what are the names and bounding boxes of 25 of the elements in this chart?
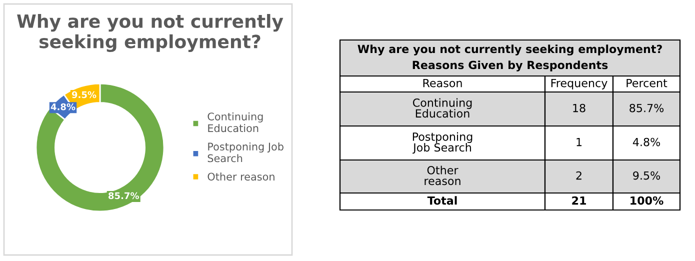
data-label: 9.5%: [72, 91, 96, 98]
category-label: Postponing Job Search: [412, 132, 472, 154]
data-label: 4.8%: [50, 103, 76, 110]
text: Reason: [423, 78, 462, 88]
data-label: 85.7%: [108, 192, 139, 200]
chart-title: Why are you not currently seeking employment?: [17, 14, 284, 52]
text: Why are you not currently seeking employment?: [358, 44, 662, 56]
data-label: 21: [572, 196, 586, 205]
data-label: 9.5%: [633, 171, 660, 180]
category-label: Total: [427, 196, 457, 205]
series-label: Frequency: [551, 78, 608, 90]
data-label: 1: [576, 138, 582, 146]
legend-label: Continuing Education: [208, 112, 263, 132]
category-label: Other reason: [424, 166, 460, 186]
series-label: Percent: [626, 78, 668, 88]
legend-label: Other reason: [208, 172, 274, 181]
data-label: 100%: [630, 196, 664, 205]
donut-slice: [35, 82, 165, 212]
data-label: 85.7%: [630, 104, 664, 112]
data-label: 4.8%: [632, 138, 660, 146]
text: Reasons Given by Respondents: [412, 60, 608, 72]
category-label: Continuing Education: [412, 98, 472, 118]
data-label: 2: [576, 171, 582, 180]
legend-label: Postponing Job Search: [208, 142, 284, 162]
data-label: 18: [573, 104, 586, 112]
